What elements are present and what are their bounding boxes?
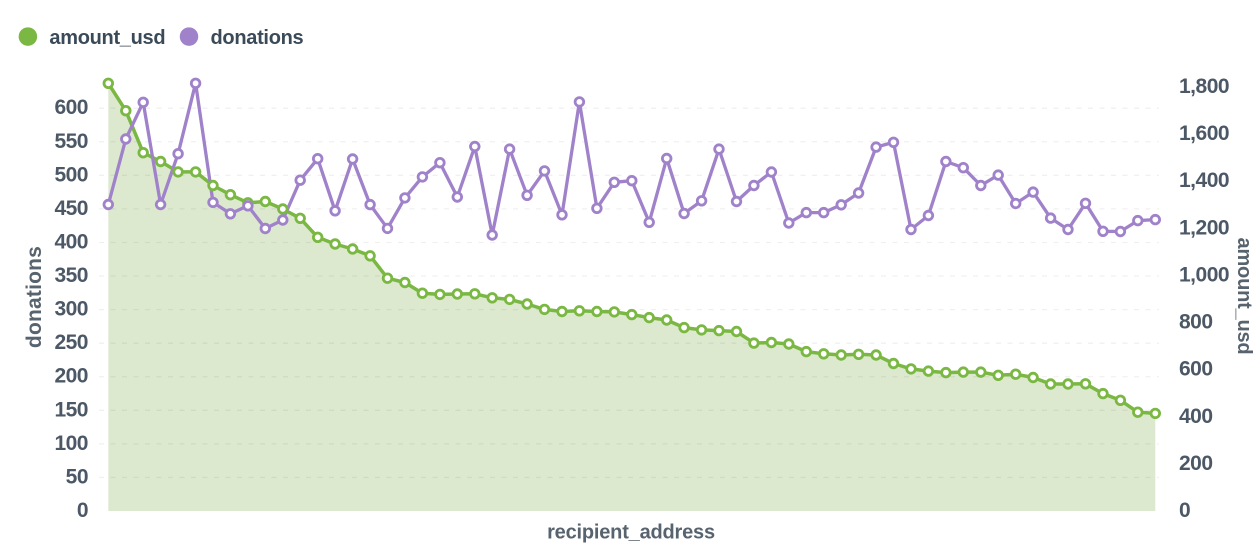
svg-text:550: 550: [54, 130, 88, 153]
svg-text:50: 50: [66, 465, 88, 488]
svg-text:600: 600: [54, 96, 88, 119]
svg-text:400: 400: [1179, 405, 1213, 428]
svg-text:100: 100: [54, 432, 88, 455]
svg-text:450: 450: [54, 197, 88, 220]
svg-text:recipient_address: recipient_address: [547, 522, 715, 544]
svg-text:0: 0: [1179, 499, 1190, 522]
svg-text:1,000: 1,000: [1179, 263, 1229, 286]
svg-text:0: 0: [77, 499, 88, 522]
svg-text:200: 200: [1179, 452, 1213, 475]
svg-text:800: 800: [1179, 311, 1213, 334]
svg-text:amount_usd: amount_usd: [1233, 238, 1255, 355]
svg-text:donations: donations: [211, 27, 304, 49]
svg-text:500: 500: [54, 163, 88, 186]
svg-text:1,200: 1,200: [1179, 216, 1229, 239]
svg-text:donations: donations: [23, 246, 46, 348]
svg-text:150: 150: [54, 398, 88, 421]
svg-text:600: 600: [1179, 358, 1213, 381]
svg-text:200: 200: [54, 365, 88, 388]
svg-text:400: 400: [54, 231, 88, 254]
svg-text:1,600: 1,600: [1179, 122, 1229, 145]
svg-text:1,800: 1,800: [1179, 75, 1229, 98]
svg-text:350: 350: [54, 264, 88, 287]
svg-text:amount_usd: amount_usd: [49, 27, 165, 49]
svg-text:300: 300: [54, 298, 88, 321]
svg-text:1,400: 1,400: [1179, 169, 1229, 192]
svg-text:250: 250: [54, 331, 88, 354]
